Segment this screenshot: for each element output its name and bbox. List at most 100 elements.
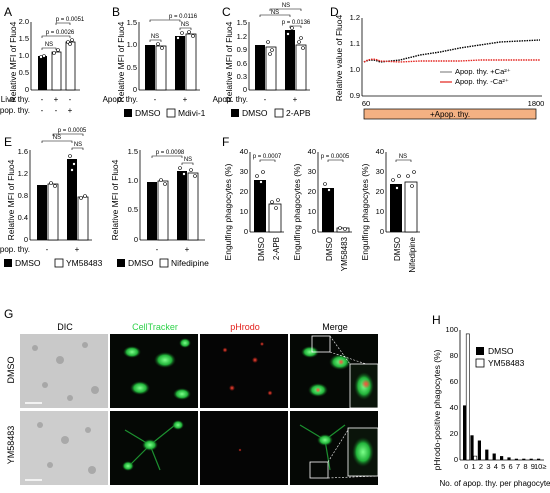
f3-point: [410, 184, 414, 188]
g-zoom-box-ym: [309, 461, 329, 479]
h-xtick: 3: [486, 462, 490, 471]
a-bracket-2: [41, 35, 71, 38]
f1-point: [274, 206, 278, 210]
e-ytick: 0.4: [18, 213, 28, 222]
e-point: [68, 154, 72, 158]
a-sign: -: [41, 95, 44, 104]
e-legend-dmso: DMSO: [15, 258, 41, 268]
e-point: [182, 172, 186, 176]
a-point: [52, 51, 56, 55]
h-bar-dmso: [485, 449, 489, 460]
c-bar-apb-neg: [265, 46, 277, 91]
f2-ytick: 20: [308, 187, 316, 196]
e-xgroup: +: [75, 245, 80, 254]
b-legend-swatch-mdivi: [166, 108, 176, 118]
f3-ytick: 30: [376, 167, 384, 176]
f2-point: [323, 182, 327, 186]
g-inset-red: [361, 379, 371, 389]
c-ytick: 0.3: [237, 72, 247, 81]
e-ytick: 1.2: [18, 169, 28, 178]
h-ytick: 60: [450, 377, 458, 386]
f3-ytick: 20: [376, 187, 384, 196]
g-green-cell: [301, 346, 319, 358]
f1-ytick: 0: [244, 227, 248, 236]
c-pvalue-2: p = 0.0136: [282, 20, 311, 26]
h-bar-ym: [465, 333, 470, 461]
f3-xlabel: Nifedipine: [408, 236, 417, 272]
c-point: [301, 46, 305, 50]
e-legend-ym: YM58483: [66, 258, 103, 268]
e-ytick: 1.5: [128, 147, 138, 156]
c-legend-swatch-dmso: [231, 109, 239, 117]
e-ylabel-left: Relative MFI of Fluo4: [6, 159, 16, 240]
c-point: [297, 40, 301, 44]
a-bar-3: [65, 41, 76, 91]
h-bar-dmso: [537, 458, 541, 460]
c-point: [299, 36, 303, 40]
g-dic-cell: [61, 436, 69, 444]
a-sign: -: [41, 106, 44, 115]
e-legend-swatch-dmso-2: [117, 259, 125, 267]
h-xtick: 5: [501, 462, 505, 471]
e-point: [178, 166, 182, 170]
panel-d: Relative value of Fluo4 0.9 1.0 1.1 1.2 …: [334, 13, 544, 120]
g-image-dic-ym: [20, 411, 108, 485]
f2-xlabel: YM58483: [340, 236, 349, 271]
g-col-phrodo: pHrodo: [230, 322, 260, 332]
g-green-cell: [154, 352, 176, 368]
b-xgroup: +: [183, 95, 188, 104]
f3-bar-nif: [404, 181, 418, 233]
g-dic-cell: [56, 356, 64, 364]
f3-bar-dmso: [390, 184, 402, 232]
g-zoom-guide: [329, 335, 351, 365]
h-xticks: 0 1 2 3 4 5 6 7 8 9 10≥: [464, 462, 546, 471]
c-point: [268, 52, 272, 56]
h-bar-dmso: [507, 457, 511, 460]
d-ylabel: Relative value of Fluo4: [334, 14, 344, 101]
c-legend-apb: 2-APB: [286, 108, 311, 118]
a-point: [39, 55, 43, 59]
b-point: [156, 42, 160, 46]
f3-point: [412, 170, 416, 174]
e-ytick: 1.0: [128, 176, 138, 185]
b-point: [160, 46, 164, 50]
a-sign: +: [68, 106, 73, 115]
g-red-dot: [267, 390, 273, 396]
c-bar-dmso-neg: [255, 45, 265, 90]
g-green-cell: [130, 381, 150, 395]
f1-point: [276, 198, 280, 202]
c-xgroup: +: [293, 95, 298, 104]
f-ylabel-3: Engulfing phagocytes (%): [360, 163, 370, 260]
e-right-bar-dmso-neg: [147, 182, 157, 240]
f2-ytick: 0: [312, 227, 316, 236]
f1-xlabel: DMSO: [257, 237, 266, 261]
b-bracket-3: [149, 19, 181, 22]
g-red-dot: [222, 347, 228, 353]
a-pvalue-3: p = 0.0051: [56, 17, 85, 23]
a-point: [42, 54, 46, 58]
e-right-pvalue-1: NS: [184, 157, 192, 163]
f1-ytick: 20: [240, 187, 248, 196]
e-ylabel-right: Relative MFI of Fluo4: [110, 159, 120, 240]
f2-pvalue: p = 0.0005: [321, 154, 350, 160]
f3-point: [397, 174, 401, 178]
h-legend-swatch-ym: [475, 358, 485, 368]
e-point: [72, 162, 76, 166]
f1-bar-dmso: [254, 180, 266, 232]
d-ytick: 1.1: [350, 39, 360, 48]
e-legend-swatch-ym: [54, 258, 64, 268]
h-bar-dmso: [492, 453, 496, 460]
e-left-bar-ym-neg: [47, 183, 59, 241]
g-dic-cell: [32, 345, 38, 351]
e-ytick: 0: [24, 235, 28, 244]
a-ytick: 1.5: [19, 34, 29, 43]
c-bar-apb-pos: [295, 44, 307, 91]
panel-letter-f: F: [222, 135, 229, 149]
g-dic-cell: [67, 395, 73, 401]
e-xgroup: +: [185, 245, 190, 254]
e-point: [83, 194, 87, 198]
f3-xlabel: DMSO: [393, 237, 402, 261]
h-ylabel: pHrodo-positive phagocytes (%): [432, 349, 442, 470]
panel-letter-c: C: [222, 5, 231, 19]
h-bar-dmso: [529, 458, 533, 460]
